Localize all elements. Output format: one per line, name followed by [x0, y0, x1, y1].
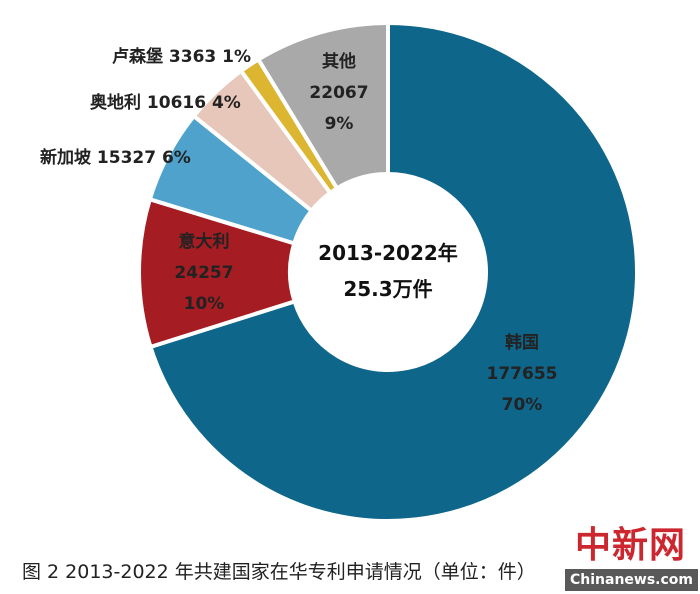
slice-label-0-1: 177655 — [487, 364, 558, 384]
slice-label-3: 奥地利 10616 4% — [90, 92, 241, 113]
slice-0 — [148, 20, 639, 523]
slice-5 — [255, 20, 390, 192]
slice-label-1-2: 10% — [184, 294, 225, 314]
slice-label-5-1: 22067 — [309, 83, 368, 103]
slice-label-0-0: 韩国 — [505, 332, 539, 353]
slice-label-1-0: 意大利 — [179, 231, 230, 252]
slice-label-5-0: 其他 — [322, 51, 356, 72]
slice-label-5-2: 9% — [325, 114, 354, 134]
slice-label-0-2: 70% — [502, 395, 543, 415]
slice-label-4: 卢森堡 3363 1% — [112, 46, 251, 67]
center-label-1: 25.3万件 — [343, 277, 432, 301]
slice-label-2: 新加坡 15327 6% — [40, 147, 191, 168]
watermark-logo: 中新网 — [574, 524, 686, 566]
center-label-0: 2013-2022年 — [318, 241, 458, 265]
figure-caption: 图 2 2013-2022 年共建国家在华专利申请情况（单位：件） — [22, 561, 536, 583]
slice-label-1-1: 24257 — [174, 263, 233, 283]
watermark-text: Chinanews.com — [564, 569, 698, 591]
